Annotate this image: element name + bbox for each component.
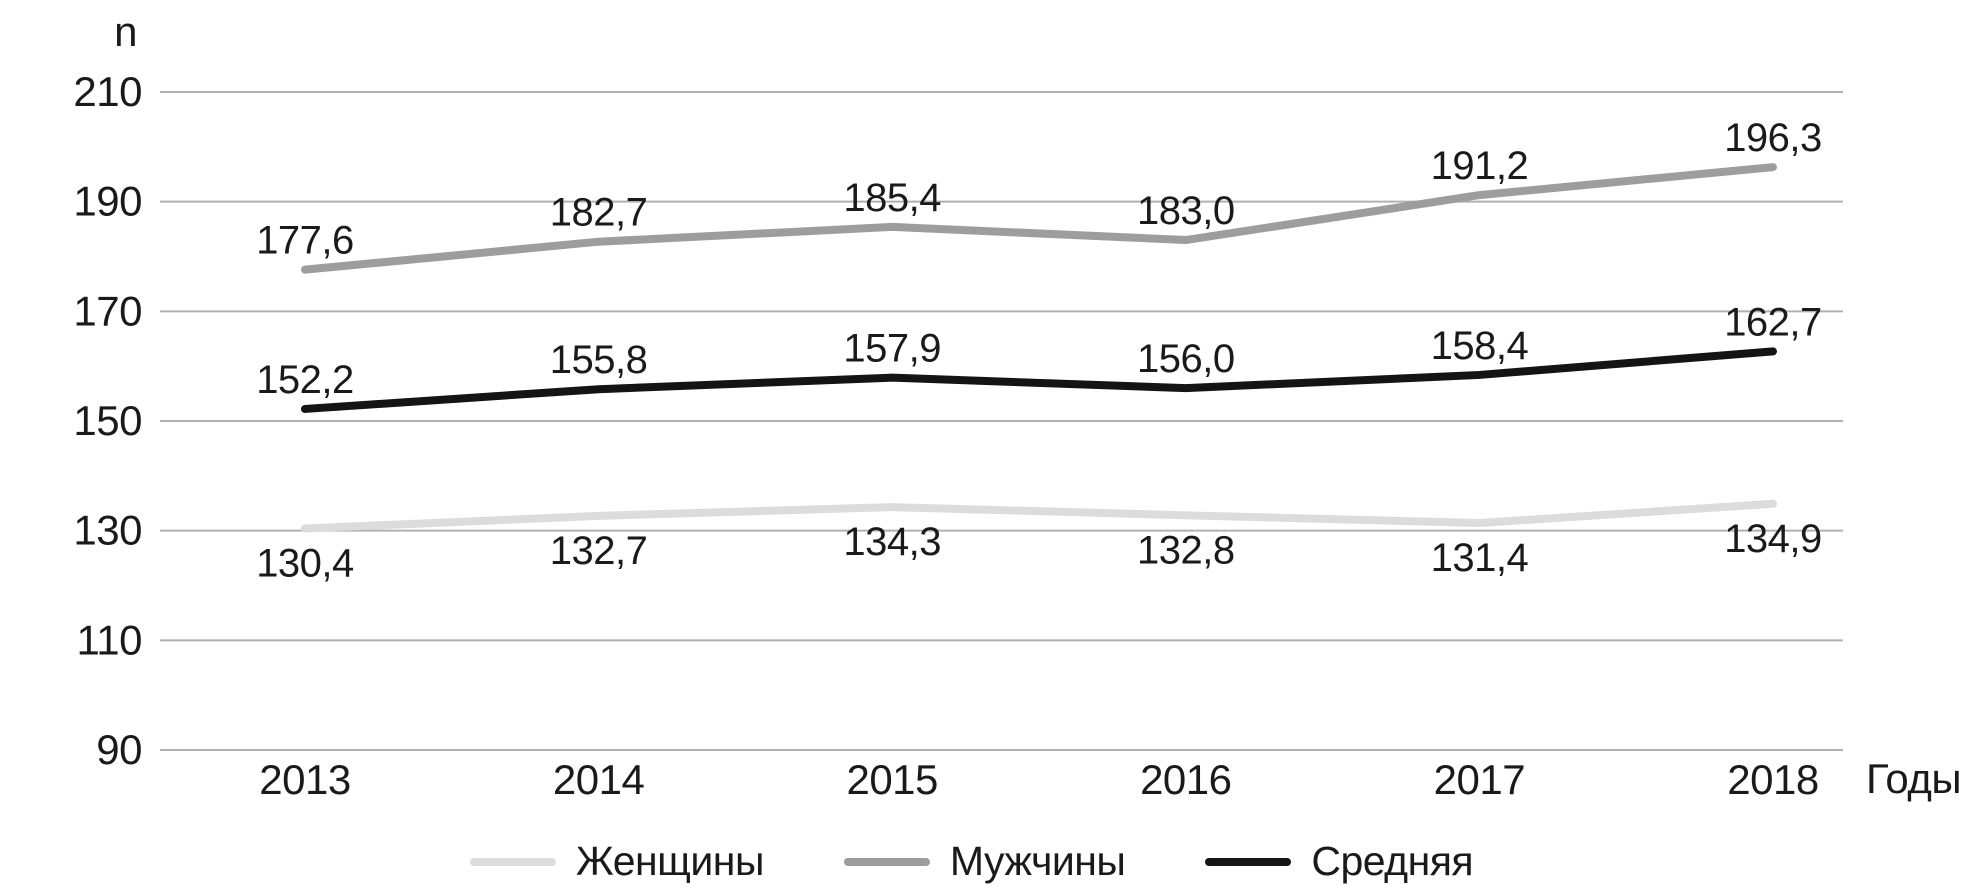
data-label: 156,0 xyxy=(1137,337,1235,381)
legend-item-men: Мужчины xyxy=(843,838,1126,885)
series-line xyxy=(301,347,1777,413)
data-label: 183,0 xyxy=(1137,189,1235,233)
y-tick-label: 130 xyxy=(73,507,142,554)
data-label: 158,4 xyxy=(1431,324,1529,368)
y-tick-label: 190 xyxy=(73,178,142,225)
x-tick-label: 2015 xyxy=(846,756,937,803)
legend-label-men: Мужчины xyxy=(949,838,1126,884)
data-label: 134,3 xyxy=(843,520,941,564)
data-label: 134,9 xyxy=(1724,517,1822,561)
data-label: 162,7 xyxy=(1724,300,1822,344)
data-label: 196,3 xyxy=(1724,116,1822,160)
x-tick-label: 2014 xyxy=(553,756,645,803)
data-label: 131,4 xyxy=(1431,536,1529,580)
series-line xyxy=(301,499,1777,533)
x-axis-title: Годы xyxy=(1866,755,1962,802)
y-axis-title: n xyxy=(114,8,137,55)
data-label: 191,2 xyxy=(1431,144,1529,188)
y-tick-label: 110 xyxy=(77,616,142,663)
data-label: 130,4 xyxy=(256,541,354,585)
y-tick-label: 210 xyxy=(73,68,142,115)
men-line-swatch-icon xyxy=(843,857,930,866)
legend-label-women: Женщины xyxy=(575,838,765,884)
y-tick-label: 170 xyxy=(73,287,142,334)
legend-item-average: Средняя xyxy=(1205,838,1474,885)
y-tick-label: 150 xyxy=(73,397,142,444)
data-label: 132,7 xyxy=(550,529,648,573)
average-line-swatch-icon xyxy=(1205,857,1292,866)
series-line xyxy=(301,163,1777,274)
legend-label-average: Средняя xyxy=(1311,838,1474,884)
x-tick-label: 2017 xyxy=(1434,756,1525,803)
data-label: 155,8 xyxy=(550,338,648,382)
x-tick-label: 2013 xyxy=(259,756,350,803)
women-line-swatch-icon xyxy=(469,857,556,866)
legend: Женщины Мужчины Средняя xyxy=(130,838,1813,885)
data-label: 177,6 xyxy=(256,219,354,263)
data-label: 157,9 xyxy=(843,327,941,371)
x-tick-label: 2016 xyxy=(1140,756,1231,803)
data-label: 132,8 xyxy=(1137,528,1235,572)
y-tick-label: 90 xyxy=(96,726,142,773)
data-label: 182,7 xyxy=(550,191,648,235)
legend-item-women: Женщины xyxy=(469,838,765,885)
data-label: 185,4 xyxy=(843,176,941,220)
x-tick-label: 2018 xyxy=(1727,756,1818,803)
data-label: 152,2 xyxy=(256,358,354,402)
